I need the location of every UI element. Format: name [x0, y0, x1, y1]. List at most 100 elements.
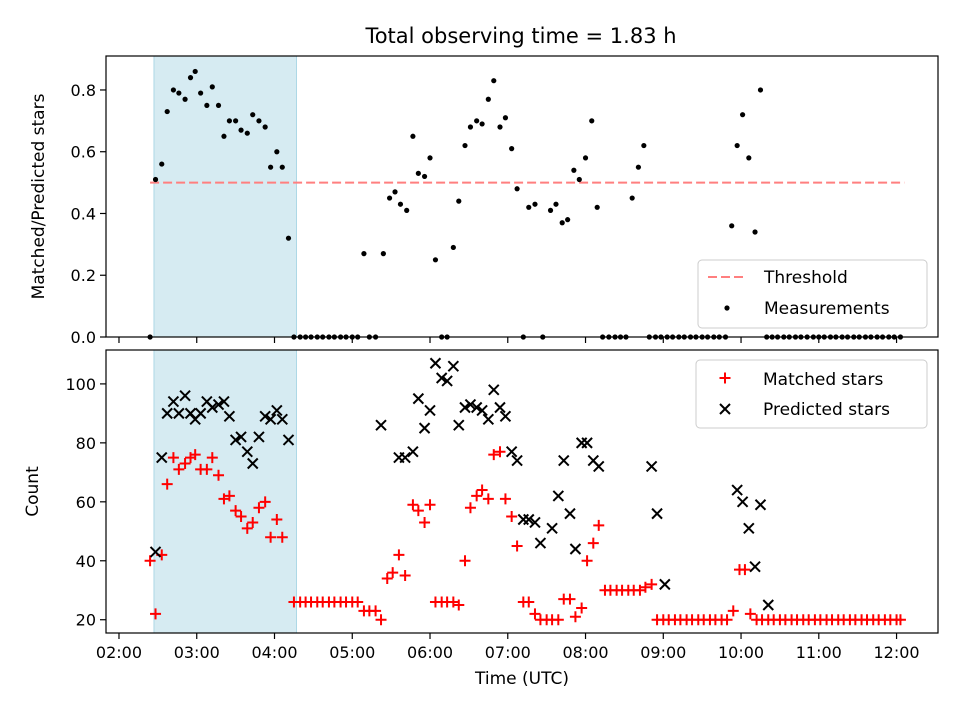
measurement-point [739, 112, 746, 118]
predicted-star-point [482, 413, 495, 425]
measurement-point [262, 124, 268, 130]
predicted-star-point [424, 404, 436, 417]
legend-box [697, 259, 928, 329]
predicted-star-point [161, 407, 173, 420]
predicted-star-point [749, 560, 761, 573]
bottom-panel-counts: 20 40 60 80 100 02:00 03:00 04:00 05:00 06:00 07:0… [23, 349, 939, 689]
series-predicted-stars [149, 357, 774, 611]
measurement-point [285, 235, 292, 241]
measurement-point [514, 186, 520, 192]
measurement-point [485, 96, 491, 102]
measurement-point [746, 155, 752, 161]
matched-star-point [387, 567, 399, 579]
y-axis-label: Count [23, 466, 43, 517]
matched-star-point [370, 605, 382, 617]
measurement-point [526, 204, 532, 210]
measurement-point [421, 173, 428, 180]
predicted-star-point [593, 460, 605, 473]
matched-star-point [471, 490, 483, 502]
measurement-point [565, 217, 571, 223]
x-tick-label: 11:00 [796, 643, 842, 662]
predicted-star-point [264, 413, 277, 425]
predicted-star-point [412, 392, 425, 405]
predicted-star-point [235, 431, 247, 443]
matched-star-point [189, 449, 201, 461]
measurement-point [571, 167, 577, 173]
observing-window-band [153, 349, 298, 634]
matched-star-point [352, 596, 364, 608]
matched-star-point [639, 581, 651, 593]
matched-star-point [569, 611, 581, 623]
x-tick-label: 09:00 [640, 643, 686, 662]
predicted-star-point [156, 451, 168, 464]
measurement-point [582, 155, 589, 161]
measurement-point [410, 133, 416, 139]
measurement-point [559, 220, 565, 226]
matched-star-point [424, 499, 436, 511]
measurement-point [250, 112, 256, 118]
measurement-point [456, 198, 462, 204]
predicted-star-point [499, 410, 512, 423]
measurement-point [215, 102, 222, 109]
matched-star-point [494, 446, 506, 458]
predicted-star-point [476, 404, 488, 417]
measurement-point [635, 164, 642, 170]
y-tick-label: 0.8 [71, 81, 96, 100]
predicted-star-point [505, 445, 518, 458]
predicted-star-point [645, 460, 658, 473]
predicted-star-point [581, 437, 593, 449]
measurement-point [397, 201, 404, 207]
measurement-point [427, 155, 433, 161]
chart-title: Total observing time = 1.83 h [364, 24, 676, 48]
predicted-star-point [569, 543, 582, 555]
predicted-star-point [418, 422, 431, 434]
measurement-point [159, 161, 165, 167]
x-tick-label: 04:00 [251, 643, 297, 662]
y-tick-label: 80 [76, 434, 96, 453]
measurement-point [462, 142, 468, 149]
measurement-point [386, 195, 393, 201]
matched-star-point [744, 608, 756, 620]
matched-star-point [375, 614, 387, 626]
matched-star-point [564, 593, 576, 605]
measurement-point [209, 84, 215, 90]
measurement-point [594, 204, 600, 210]
x-tick-label: 12:00 [874, 643, 920, 662]
measurement-point [404, 207, 410, 213]
measurement-point [244, 130, 250, 136]
predicted-star-point [754, 499, 767, 511]
predicted-star-point [529, 516, 541, 529]
x-tick-label: 05:00 [329, 643, 375, 662]
series-measurements [147, 68, 904, 340]
predicted-star-point [441, 375, 453, 387]
matched-star-point [459, 555, 471, 567]
predicted-star-point [179, 389, 191, 402]
measurement-point [233, 118, 239, 124]
matched-star-point [161, 478, 173, 490]
measurement-point [164, 108, 170, 115]
matched-star-point [381, 572, 393, 584]
measurement-point [450, 244, 456, 251]
matched-star-point [206, 452, 218, 464]
predicted-star-point [407, 445, 419, 458]
measurement-point [361, 251, 367, 257]
predicted-star-point [399, 451, 411, 464]
matched-star-point [727, 605, 739, 617]
matched-star-point [223, 490, 235, 502]
matched-star-point [576, 602, 588, 614]
predicted-star-point [736, 496, 749, 508]
measurement-point [170, 87, 177, 93]
matched-star-point [476, 484, 488, 496]
matched-star-point [412, 505, 424, 517]
matched-star-point [488, 449, 500, 461]
y-tick-label: 0.2 [71, 266, 96, 285]
predicted-star-point [731, 484, 743, 496]
measurement-point [182, 96, 188, 102]
predicted-star-point [470, 401, 483, 414]
predicted-star-point [276, 413, 288, 425]
measurement-point [497, 124, 503, 130]
matched-star-point [201, 463, 213, 475]
legend-measurements-swatch [724, 305, 730, 311]
matched-star-point [173, 463, 185, 475]
matched-star-point [247, 516, 259, 528]
